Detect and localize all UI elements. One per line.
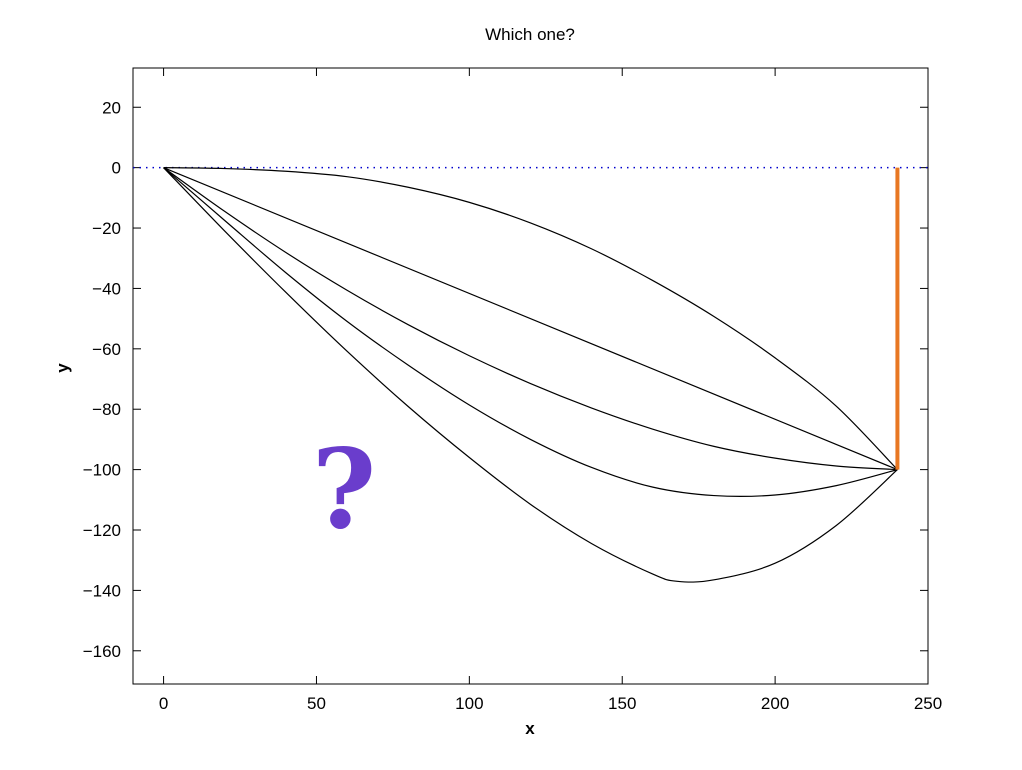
- x-tick-label: 0: [159, 694, 168, 713]
- axes-frame: [132, 67, 929, 685]
- curve-line-5: [163, 167, 898, 583]
- y-tick-label: −40: [92, 279, 121, 298]
- y-tick-label: −80: [92, 400, 121, 419]
- curve-line-1: [163, 167, 898, 471]
- x-axis-label: x: [525, 719, 535, 738]
- y-tick-label: 20: [102, 98, 121, 117]
- x-tick-label: 150: [608, 694, 636, 713]
- y-tick-label: −60: [92, 340, 121, 359]
- x-tick-labels: 0 50 100 150 200 250: [159, 694, 942, 713]
- x-tick-label: 200: [761, 694, 789, 713]
- question-mark-annotation: ?: [312, 425, 376, 554]
- y-tick-label: −140: [83, 581, 121, 600]
- curve-line-2: [163, 167, 898, 471]
- y-tick-label: −160: [83, 642, 121, 661]
- curve-line-4: [163, 167, 898, 497]
- chart-title: Which one?: [485, 25, 575, 44]
- curve-line-3: [163, 167, 898, 471]
- tick-marks: [133, 68, 929, 684]
- y-tick-labels: 20 0 −20 −40 −60 −80 −100 −120 −140 −160: [83, 98, 121, 661]
- y-axis-label: y: [53, 363, 72, 373]
- x-tick-label: 250: [914, 694, 942, 713]
- x-tick-label: 50: [307, 694, 326, 713]
- y-tick-label: −20: [92, 219, 121, 238]
- y-tick-label: 0: [112, 159, 121, 178]
- series-group: [163, 167, 898, 583]
- y-tick-label: −100: [83, 461, 121, 480]
- y-tick-label: −120: [83, 521, 121, 540]
- x-tick-label: 100: [455, 694, 483, 713]
